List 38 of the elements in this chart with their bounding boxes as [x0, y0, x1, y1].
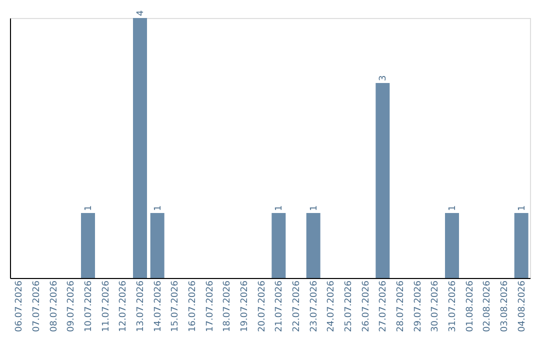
data-label: 4: [136, 10, 146, 16]
x-tick-label: 25.07.2026: [344, 280, 354, 332]
x-tick-label: 02.08.2026: [482, 280, 493, 332]
x-tick-label: 13.07.2026: [136, 280, 146, 332]
x-tick-label: 29.07.2026: [413, 280, 424, 332]
x-tick-label: 24.07.2026: [326, 280, 337, 332]
x-tick-label: 08.07.2026: [49, 280, 60, 332]
x-tick-label: 31.07.2026: [448, 280, 458, 332]
x-tick-label: 17.07.2026: [205, 280, 216, 332]
x-tick-label: 27.07.2026: [378, 280, 389, 332]
data-label: 3: [378, 75, 389, 81]
data-label: 1: [517, 205, 528, 211]
x-tick-label: 11.07.2026: [101, 280, 112, 332]
x-tick-label: 06.07.2026: [14, 280, 25, 332]
x-tick-label: 07.07.2026: [32, 280, 42, 332]
x-tick-label: 23.07.2026: [309, 280, 320, 332]
x-tick-label: 20.07.2026: [257, 280, 268, 332]
x-tick-label: 22.07.2026: [292, 280, 302, 332]
x-tick-label: 16.07.2026: [188, 280, 198, 332]
data-label: 1: [84, 205, 94, 211]
x-tick-label: 03.08.2026: [500, 280, 510, 332]
x-tick-label: 21.07.2026: [274, 280, 285, 332]
x-tick-label: 15.07.2026: [170, 280, 181, 332]
x-tick-label: 19.07.2026: [240, 280, 250, 332]
x-tick-label: 26.07.2026: [361, 280, 372, 332]
data-label: 1: [309, 205, 320, 211]
x-tick-label: 18.07.2026: [222, 280, 233, 332]
x-tick-label: 09.07.2026: [66, 280, 77, 332]
data-label: 1: [274, 205, 285, 211]
x-tick-label: 14.07.2026: [153, 280, 164, 332]
x-tick-label: 10.07.2026: [84, 280, 94, 332]
x-tick-label: 04.08.2026: [517, 280, 528, 332]
data-label: 1: [448, 205, 458, 211]
x-tick-label: 30.07.2026: [430, 280, 441, 332]
data-label: 1: [153, 205, 164, 211]
x-tick-label: 12.07.2026: [118, 280, 129, 332]
x-tick-label: 28.07.2026: [396, 280, 406, 332]
x-tick-label: 01.08.2026: [465, 280, 476, 332]
